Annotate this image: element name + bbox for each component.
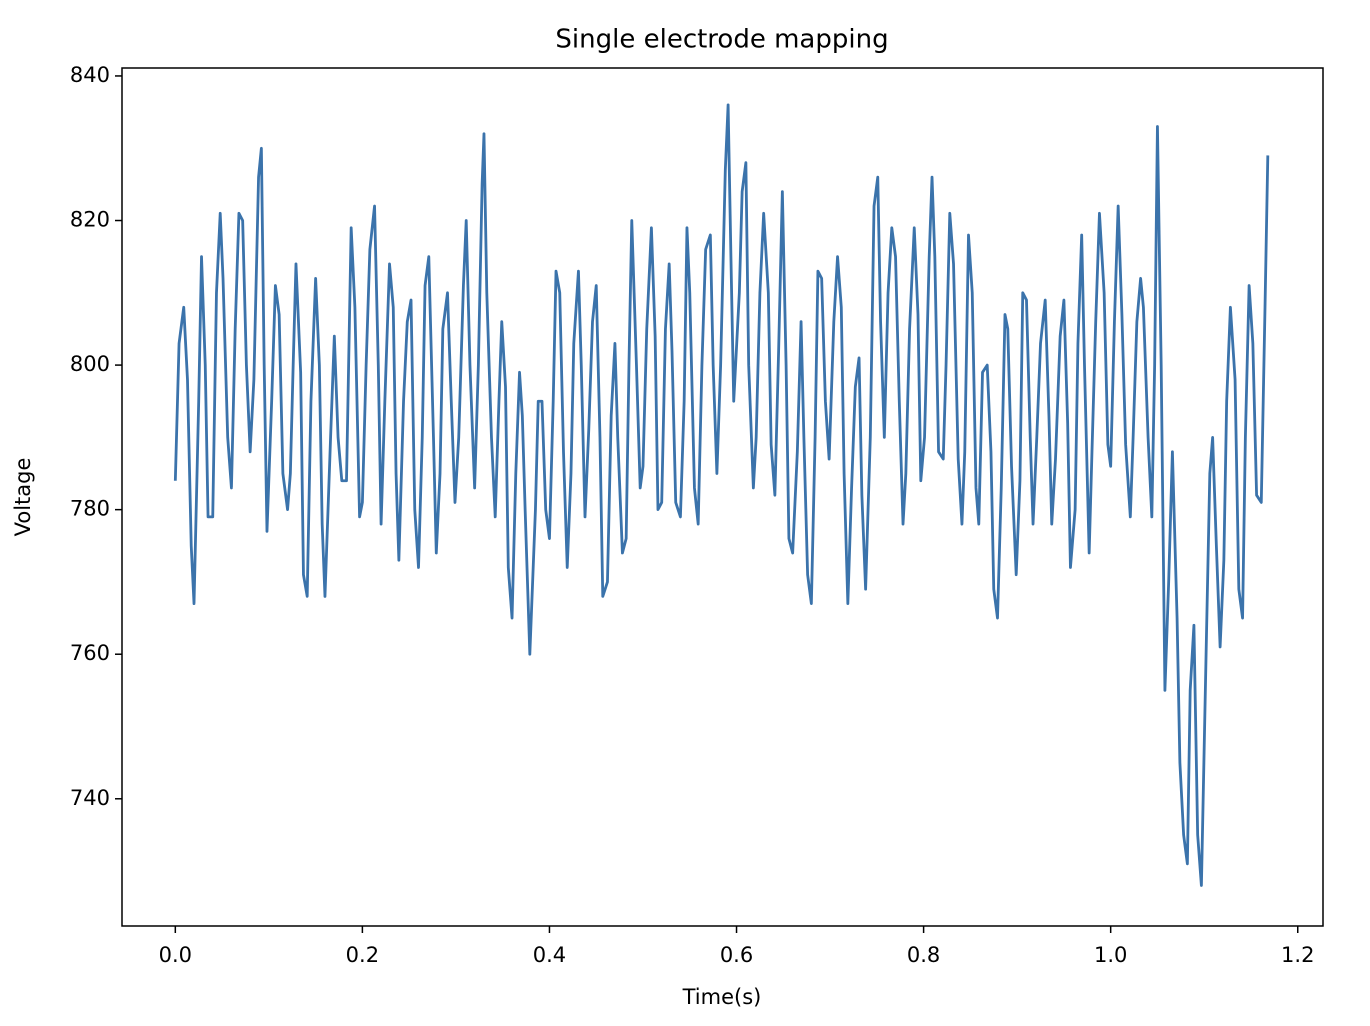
x-tick-label: 0.4 (533, 943, 566, 967)
x-tick-label: 0.6 (720, 943, 753, 967)
y-tick-label: 840 (70, 63, 110, 87)
x-tick-label: 0.2 (346, 943, 379, 967)
chart-title: Single electrode mapping (555, 25, 888, 55)
data-line (173, 103, 1270, 887)
x-axis-label: Time(s) (682, 985, 762, 1009)
y-tick-label: 820 (70, 208, 110, 232)
x-tick-label: 1.2 (1281, 943, 1314, 967)
y-tick-label: 740 (70, 786, 110, 810)
plot-frame (121, 67, 1324, 927)
x-tick-label: 0.0 (159, 943, 192, 967)
y-axis-label: Voltage (11, 458, 35, 537)
y-tick-label: 760 (70, 641, 110, 665)
x-tick-label: 1.0 (1094, 943, 1127, 967)
y-tick-label: 800 (70, 352, 110, 376)
x-tick-label: 0.8 (907, 943, 940, 967)
y-tick-label: 780 (70, 497, 110, 521)
